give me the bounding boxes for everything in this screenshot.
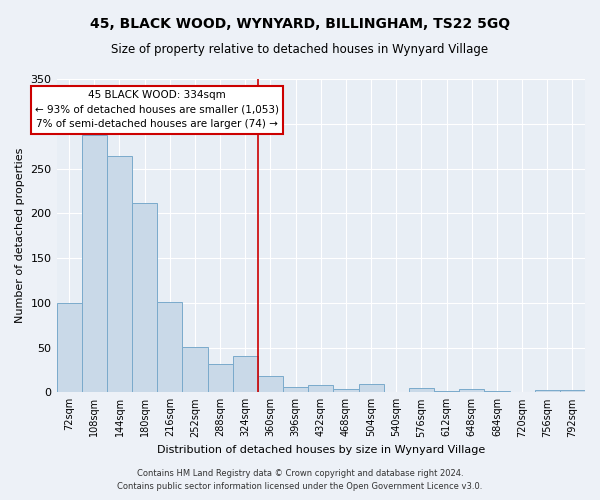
Text: Contains HM Land Registry data © Crown copyright and database right 2024.
Contai: Contains HM Land Registry data © Crown c…	[118, 470, 482, 491]
Text: Size of property relative to detached houses in Wynyard Village: Size of property relative to detached ho…	[112, 42, 488, 56]
Bar	[308, 385, 334, 392]
Bar	[283, 387, 308, 392]
Bar	[409, 388, 434, 392]
Bar	[107, 156, 132, 392]
Y-axis label: Number of detached properties: Number of detached properties	[15, 148, 25, 324]
Bar	[535, 390, 560, 392]
Bar	[56, 303, 82, 392]
X-axis label: Distribution of detached houses by size in Wynyard Village: Distribution of detached houses by size …	[157, 445, 485, 455]
Text: 45 BLACK WOOD: 334sqm
← 93% of detached houses are smaller (1,053)
7% of semi-de: 45 BLACK WOOD: 334sqm ← 93% of detached …	[35, 90, 279, 130]
Bar	[82, 136, 107, 392]
Bar	[132, 204, 157, 392]
Bar	[208, 364, 233, 392]
Bar	[157, 302, 182, 392]
Bar	[334, 388, 359, 392]
Bar	[560, 390, 585, 392]
Bar	[459, 388, 484, 392]
Text: 45, BLACK WOOD, WYNYARD, BILLINGHAM, TS22 5GQ: 45, BLACK WOOD, WYNYARD, BILLINGHAM, TS2…	[90, 18, 510, 32]
Bar	[359, 384, 383, 392]
Bar	[182, 346, 208, 393]
Bar	[258, 376, 283, 392]
Bar	[434, 390, 459, 392]
Bar	[233, 356, 258, 393]
